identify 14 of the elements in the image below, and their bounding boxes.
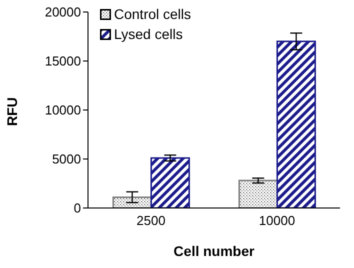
y-tick-label: 0 [74, 200, 81, 216]
x-axis-title: Cell number [174, 243, 255, 259]
y-tick-label: 15000 [44, 54, 81, 69]
x-tick-label: 2500 [136, 213, 166, 228]
bar [238, 180, 278, 208]
y-tick-label: 10000 [44, 102, 81, 118]
bar [276, 40, 316, 208]
y-tick-label: 20000 [44, 4, 81, 20]
bar [112, 196, 152, 208]
y-tick-label: 5000 [52, 152, 81, 167]
y-axis-title: RFU [4, 97, 20, 126]
legend-label: Control cells [114, 5, 192, 24]
bar [150, 157, 190, 208]
legend-label: Lysed cells [114, 25, 183, 44]
